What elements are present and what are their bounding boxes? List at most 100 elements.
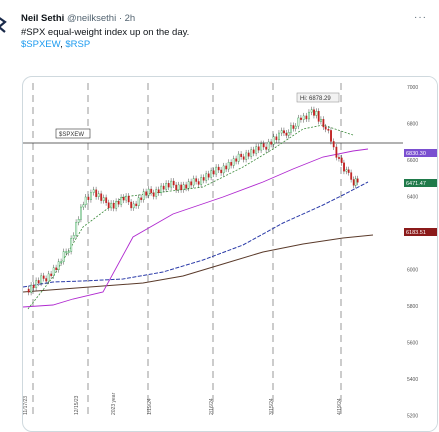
- candle: [330, 127, 332, 145]
- date-label: 2/16/24: [209, 398, 215, 415]
- candle: [242, 153, 245, 163]
- candle: [55, 264, 58, 273]
- price-tag-label: 6471.47: [406, 181, 426, 187]
- candle: [285, 130, 288, 139]
- candle: [160, 183, 163, 196]
- candle: [105, 194, 108, 206]
- author-handle[interactable]: @neilksethi: [66, 13, 117, 24]
- chart-image[interactable]: $SPXEW Hi: 6878.29 700068006600640062006…: [22, 76, 438, 432]
- candle: [283, 127, 285, 136]
- candle: [122, 194, 125, 204]
- candle: [72, 232, 75, 242]
- candle: [225, 162, 228, 173]
- candle: [265, 144, 268, 153]
- candle: [227, 159, 230, 173]
- date-labels: 11/17/23 12/15/23 2023 year 1/19/24 2/16/24 3…: [23, 392, 343, 415]
- candle: [222, 162, 225, 176]
- price-tick-label: 6800: [407, 122, 418, 128]
- candle: [65, 248, 68, 256]
- candle: [162, 183, 165, 193]
- candle: [240, 151, 243, 160]
- candle: [215, 164, 218, 178]
- candle: [275, 133, 278, 143]
- candle: [175, 182, 178, 193]
- cashtag-spxew[interactable]: $SPXEW: [21, 39, 61, 50]
- candle: [207, 170, 210, 181]
- candle: [237, 151, 240, 165]
- candle: [205, 170, 208, 184]
- candle: [40, 272, 43, 287]
- candle: [132, 200, 135, 211]
- candle: [120, 194, 123, 208]
- cashtag-rsp[interactable]: $RSP: [65, 39, 91, 50]
- candle: [338, 154, 340, 162]
- price-tick-label: 7000: [407, 85, 418, 91]
- verified-avatar-icon[interactable]: [0, 14, 12, 36]
- candle: [50, 270, 53, 279]
- header-separator: ·: [118, 13, 122, 24]
- candle: [180, 181, 183, 193]
- candle: [210, 167, 213, 181]
- candle: [302, 112, 305, 123]
- candle: [167, 180, 170, 191]
- candle: [327, 126, 330, 134]
- price-tick-label: 6000: [407, 268, 418, 274]
- price-tag: 6830.30: [404, 149, 437, 157]
- candle: [97, 190, 100, 200]
- candle: [172, 178, 175, 188]
- candle: [110, 200, 113, 211]
- candle: [232, 155, 235, 169]
- candle: [60, 258, 63, 266]
- candle: [313, 106, 315, 119]
- candle: [67, 248, 70, 256]
- candle: [52, 264, 55, 279]
- price-tag-label: 6830.30: [406, 151, 426, 157]
- candle: [278, 130, 280, 143]
- price-axis: [403, 77, 437, 431]
- tweet-text: #SPX equal-weight index up on the day.: [21, 27, 190, 38]
- candlesticks: [27, 106, 359, 296]
- candle: [335, 144, 338, 161]
- moving-average-100-line: [23, 181, 369, 288]
- date-label: 3/15/24: [269, 398, 275, 415]
- candle: [252, 146, 255, 157]
- candle: [140, 194, 143, 203]
- candle: [142, 188, 145, 203]
- candle: [352, 176, 355, 189]
- candle: [155, 186, 158, 200]
- candle: [255, 143, 258, 157]
- candle: [127, 193, 130, 205]
- author-name[interactable]: Neil Sethi: [21, 13, 65, 24]
- candle: [190, 178, 193, 189]
- candle: [292, 122, 295, 132]
- candle: [290, 122, 292, 136]
- price-tick-label: 5200: [407, 414, 418, 420]
- candle: [297, 114, 300, 130]
- candle: [87, 194, 90, 203]
- candle: [324, 123, 327, 133]
- candle: [77, 216, 80, 226]
- candle: [294, 123, 297, 132]
- candle: [350, 169, 353, 183]
- price-tick-label: 5800: [407, 304, 418, 310]
- candle: [195, 175, 198, 185]
- candle: [165, 180, 168, 193]
- tweet-time[interactable]: 2h: [124, 13, 136, 24]
- more-options-icon[interactable]: ···: [414, 12, 427, 23]
- candle: [187, 178, 190, 192]
- candle: [287, 129, 290, 139]
- candle: [80, 204, 82, 223]
- candle: [322, 116, 325, 130]
- candle: [177, 181, 180, 193]
- candle: [197, 178, 200, 188]
- price-tick-label: 5400: [407, 377, 418, 383]
- candle: [150, 186, 153, 196]
- candle: [57, 258, 60, 273]
- candle: [340, 154, 343, 166]
- date-label: 4/19/24: [337, 398, 343, 415]
- candle: [182, 181, 185, 193]
- candle: [212, 167, 215, 178]
- candle: [345, 166, 348, 175]
- candle: [250, 146, 253, 160]
- candle: [260, 140, 263, 154]
